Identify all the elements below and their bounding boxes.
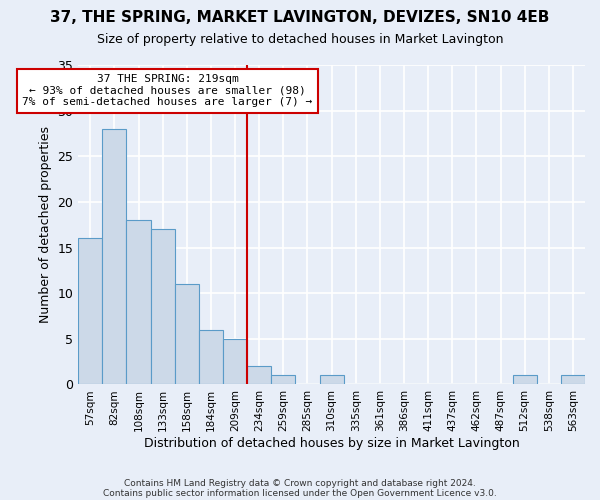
Bar bbox=[561, 376, 585, 384]
Y-axis label: Number of detached properties: Number of detached properties bbox=[39, 126, 52, 323]
Text: 37, THE SPRING, MARKET LAVINGTON, DEVIZES, SN10 4EB: 37, THE SPRING, MARKET LAVINGTON, DEVIZE… bbox=[50, 10, 550, 25]
Bar bbox=[512, 376, 537, 384]
Text: 37 THE SPRING: 219sqm
← 93% of detached houses are smaller (98)
7% of semi-detac: 37 THE SPRING: 219sqm ← 93% of detached … bbox=[22, 74, 313, 108]
Bar bbox=[223, 339, 247, 384]
Text: Size of property relative to detached houses in Market Lavington: Size of property relative to detached ho… bbox=[97, 32, 503, 46]
Bar bbox=[103, 129, 127, 384]
Bar bbox=[151, 230, 175, 384]
Bar bbox=[127, 220, 151, 384]
X-axis label: Distribution of detached houses by size in Market Lavington: Distribution of detached houses by size … bbox=[144, 437, 520, 450]
Bar bbox=[175, 284, 199, 384]
Bar bbox=[271, 376, 295, 384]
Bar bbox=[247, 366, 271, 384]
Bar bbox=[320, 376, 344, 384]
Text: Contains public sector information licensed under the Open Government Licence v3: Contains public sector information licen… bbox=[103, 488, 497, 498]
Bar bbox=[78, 238, 103, 384]
Bar bbox=[199, 330, 223, 384]
Text: Contains HM Land Registry data © Crown copyright and database right 2024.: Contains HM Land Registry data © Crown c… bbox=[124, 478, 476, 488]
